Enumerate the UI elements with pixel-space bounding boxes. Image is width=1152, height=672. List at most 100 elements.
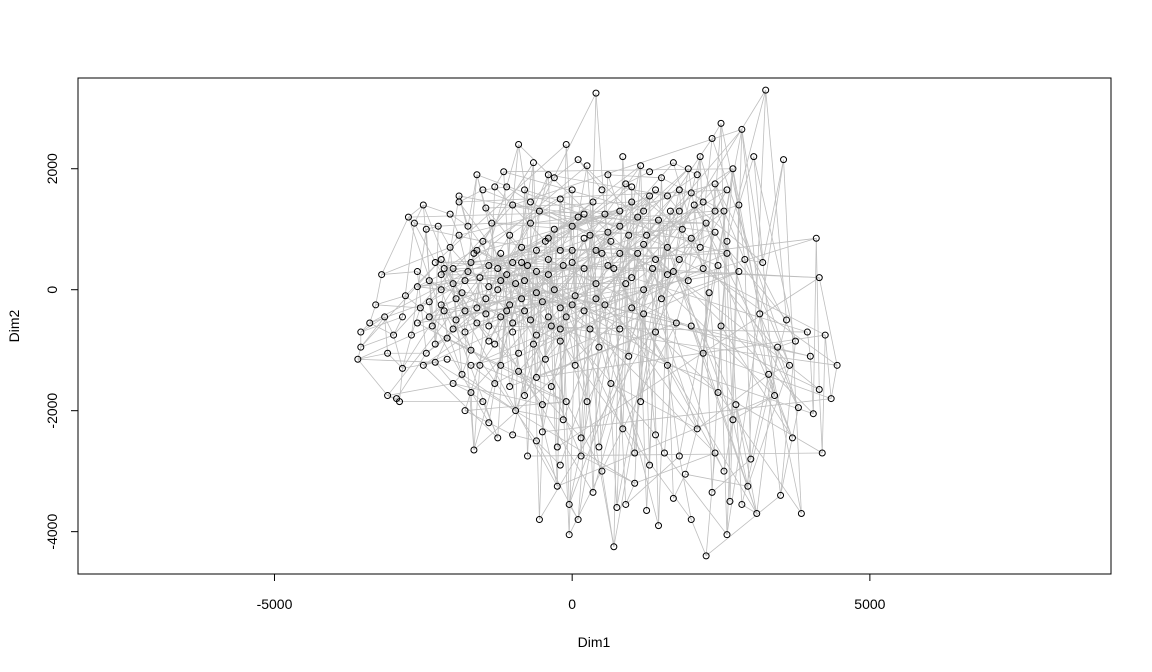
data-point <box>723 186 731 194</box>
data-point <box>384 349 392 357</box>
data-point <box>544 171 552 179</box>
data-point <box>553 443 561 451</box>
data-point <box>535 516 543 524</box>
data-point <box>720 467 728 475</box>
data-point <box>607 237 615 245</box>
data-point <box>580 234 588 242</box>
edge-line <box>506 186 531 203</box>
edge-line <box>649 195 790 366</box>
data-point <box>425 313 433 321</box>
edge-line <box>518 316 567 372</box>
data-point <box>407 331 415 339</box>
data-point <box>461 307 469 315</box>
y-tick-label: -2000 <box>44 393 60 429</box>
data-point <box>574 213 582 221</box>
edge-line <box>452 374 463 384</box>
edge-line <box>625 455 680 505</box>
data-point <box>396 398 404 406</box>
data-point <box>669 268 677 276</box>
data-point <box>595 343 603 351</box>
data-point <box>666 207 674 215</box>
edge-line <box>411 307 421 336</box>
data-point <box>747 455 755 463</box>
data-point <box>494 286 502 294</box>
data-point <box>628 198 636 206</box>
edge-line <box>449 235 460 248</box>
edge-line <box>643 313 656 435</box>
edge-line <box>369 322 394 336</box>
data-point <box>398 364 406 372</box>
edge-line <box>753 156 776 396</box>
edge-line <box>357 352 388 360</box>
edge-line <box>536 292 629 357</box>
data-point <box>598 186 606 194</box>
edge-line <box>494 168 689 345</box>
data-point <box>413 319 421 327</box>
data-point <box>425 298 433 306</box>
edge-line <box>506 274 516 284</box>
data-point <box>559 416 567 424</box>
edge-line <box>473 365 481 451</box>
data-point <box>657 174 665 182</box>
edge-line <box>443 310 448 339</box>
edge-line <box>375 295 406 306</box>
data-point <box>529 159 537 167</box>
data-point <box>458 289 466 297</box>
edge-line <box>577 165 588 218</box>
data-point <box>726 497 734 505</box>
data-point <box>675 186 683 194</box>
edge-line <box>577 401 588 520</box>
data-point <box>506 231 514 239</box>
data-point <box>562 141 570 149</box>
data-point <box>797 510 805 518</box>
edge-line <box>568 165 642 505</box>
edge-line <box>830 365 838 399</box>
data-point <box>756 310 764 318</box>
data-point <box>687 322 695 330</box>
data-point <box>827 395 835 403</box>
edge-line <box>702 232 716 269</box>
data-point <box>669 494 677 502</box>
data-point <box>452 295 460 303</box>
edge-line <box>470 364 496 384</box>
data-point <box>479 237 487 245</box>
data-point <box>655 522 663 530</box>
data-point <box>640 207 648 215</box>
data-point <box>532 373 540 381</box>
data-point <box>699 198 707 206</box>
edge-line <box>678 455 692 520</box>
edge-line <box>423 204 451 215</box>
edge-line <box>449 247 507 312</box>
x-axis-title: Dim1 <box>578 634 611 650</box>
data-point <box>372 301 380 309</box>
data-point <box>586 325 594 333</box>
data-point <box>693 425 701 433</box>
data-point <box>485 322 493 330</box>
edge-line <box>711 138 790 366</box>
data-point <box>815 274 823 282</box>
edge-line <box>547 259 558 487</box>
edge-line <box>690 519 707 557</box>
data-point <box>449 265 457 273</box>
data-point <box>378 271 386 279</box>
data-point <box>568 301 576 309</box>
edge-line <box>726 159 784 535</box>
edge-line <box>625 483 636 505</box>
edge-line <box>607 174 662 179</box>
edge-line <box>444 253 603 312</box>
data-point <box>494 434 502 442</box>
edge-line <box>429 274 442 281</box>
data-point <box>476 274 484 282</box>
edge-line <box>408 216 415 224</box>
data-point <box>568 186 576 194</box>
data-point <box>461 407 469 415</box>
data-point <box>506 301 514 309</box>
data-point <box>565 531 573 539</box>
x-tick-label: -5000 <box>257 596 293 612</box>
data-point <box>708 134 716 142</box>
edge-line <box>610 383 698 430</box>
edge-line <box>441 265 564 306</box>
data-point <box>521 307 529 315</box>
data-point <box>610 543 618 551</box>
data-point <box>571 292 579 300</box>
